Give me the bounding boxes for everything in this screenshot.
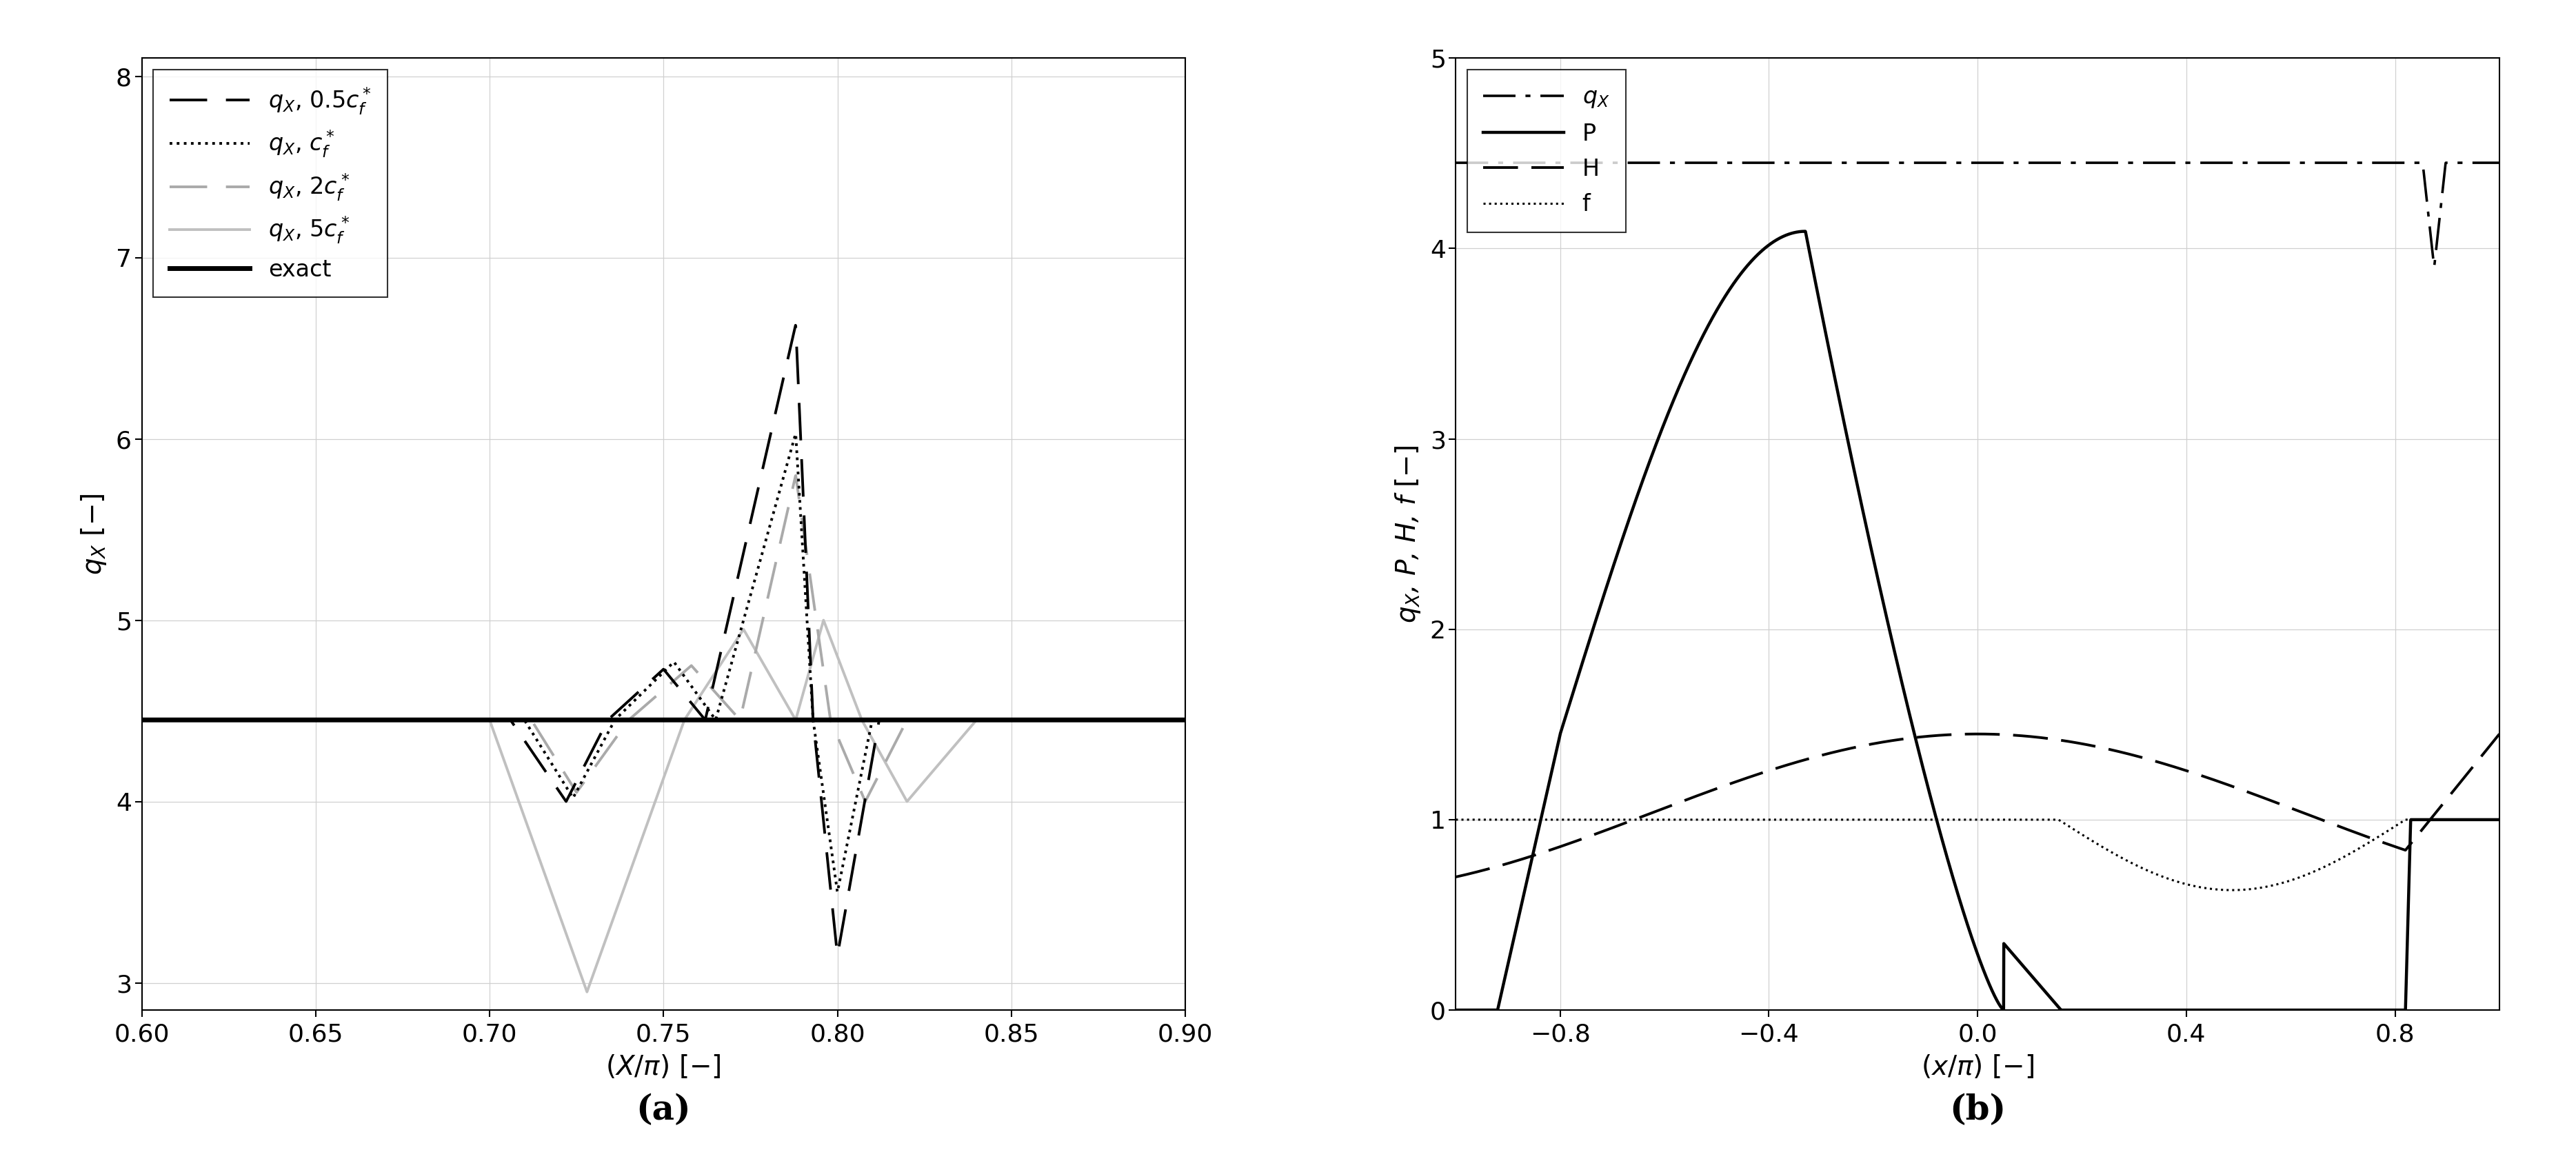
P <box>2117 1003 2148 1017</box>
$q_X$ <box>2483 156 2514 170</box>
H <box>1440 870 1471 884</box>
H <box>2298 810 2329 824</box>
P <box>2218 1003 2249 1017</box>
$q_X$ <box>2419 260 2450 274</box>
Y-axis label: $q_X$, P, H, f $[-]$: $q_X$, P, H, f $[-]$ <box>1394 445 1422 623</box>
H <box>2218 780 2249 794</box>
Line: f: f <box>1455 820 2499 890</box>
H <box>1839 741 1870 755</box>
P <box>2066 1003 2097 1017</box>
P <box>1440 1003 1471 1017</box>
Text: (b): (b) <box>1950 1094 2004 1127</box>
Line: $q_X$: $q_X$ <box>1455 163 2499 267</box>
$q_X$ <box>1839 156 1870 170</box>
$q_X$ <box>2218 156 2249 170</box>
f <box>2215 884 2246 897</box>
X-axis label: $(X / \pi)\ [-]$: $(X / \pi)\ [-]$ <box>605 1054 721 1081</box>
f <box>2298 865 2329 879</box>
H <box>2066 737 2097 751</box>
P <box>1790 224 1821 238</box>
f <box>2117 858 2148 872</box>
Line: P: P <box>1455 231 2499 1010</box>
H <box>2117 749 2148 763</box>
Legend: $q_X$, 0.5$c_f^*$, $q_X$, $c_f^*$, $q_X$, $2c_f^*$, $q_X$, $5c_f^*$, exact: $q_X$, 0.5$c_f^*$, $q_X$, $c_f^*$, $q_X$… <box>152 70 386 297</box>
Line: H: H <box>1455 734 2499 877</box>
H <box>2483 727 2514 741</box>
f <box>2218 884 2249 897</box>
f <box>2483 813 2514 827</box>
$q_X$ <box>2066 156 2097 170</box>
$q_X$ <box>2298 156 2329 170</box>
$q_X$ <box>2117 156 2148 170</box>
Legend: $q_X$, P, H, f: $q_X$, P, H, f <box>1466 70 1625 232</box>
f <box>1631 813 1662 827</box>
$q_X$ <box>1631 156 1662 170</box>
$q_X$ <box>1440 156 1471 170</box>
Text: (a): (a) <box>636 1094 690 1127</box>
P <box>1631 466 1662 479</box>
P <box>1839 467 1870 481</box>
f <box>2066 828 2097 842</box>
P <box>2483 813 2514 827</box>
f <box>1440 813 1471 827</box>
H <box>1631 808 1662 822</box>
f <box>1839 813 1870 827</box>
P <box>2298 1003 2329 1017</box>
Y-axis label: $q_X\ [-]$: $q_X\ [-]$ <box>80 493 108 575</box>
X-axis label: $(x/\pi)\ [-]$: $(x/\pi)\ [-]$ <box>1922 1054 2032 1081</box>
